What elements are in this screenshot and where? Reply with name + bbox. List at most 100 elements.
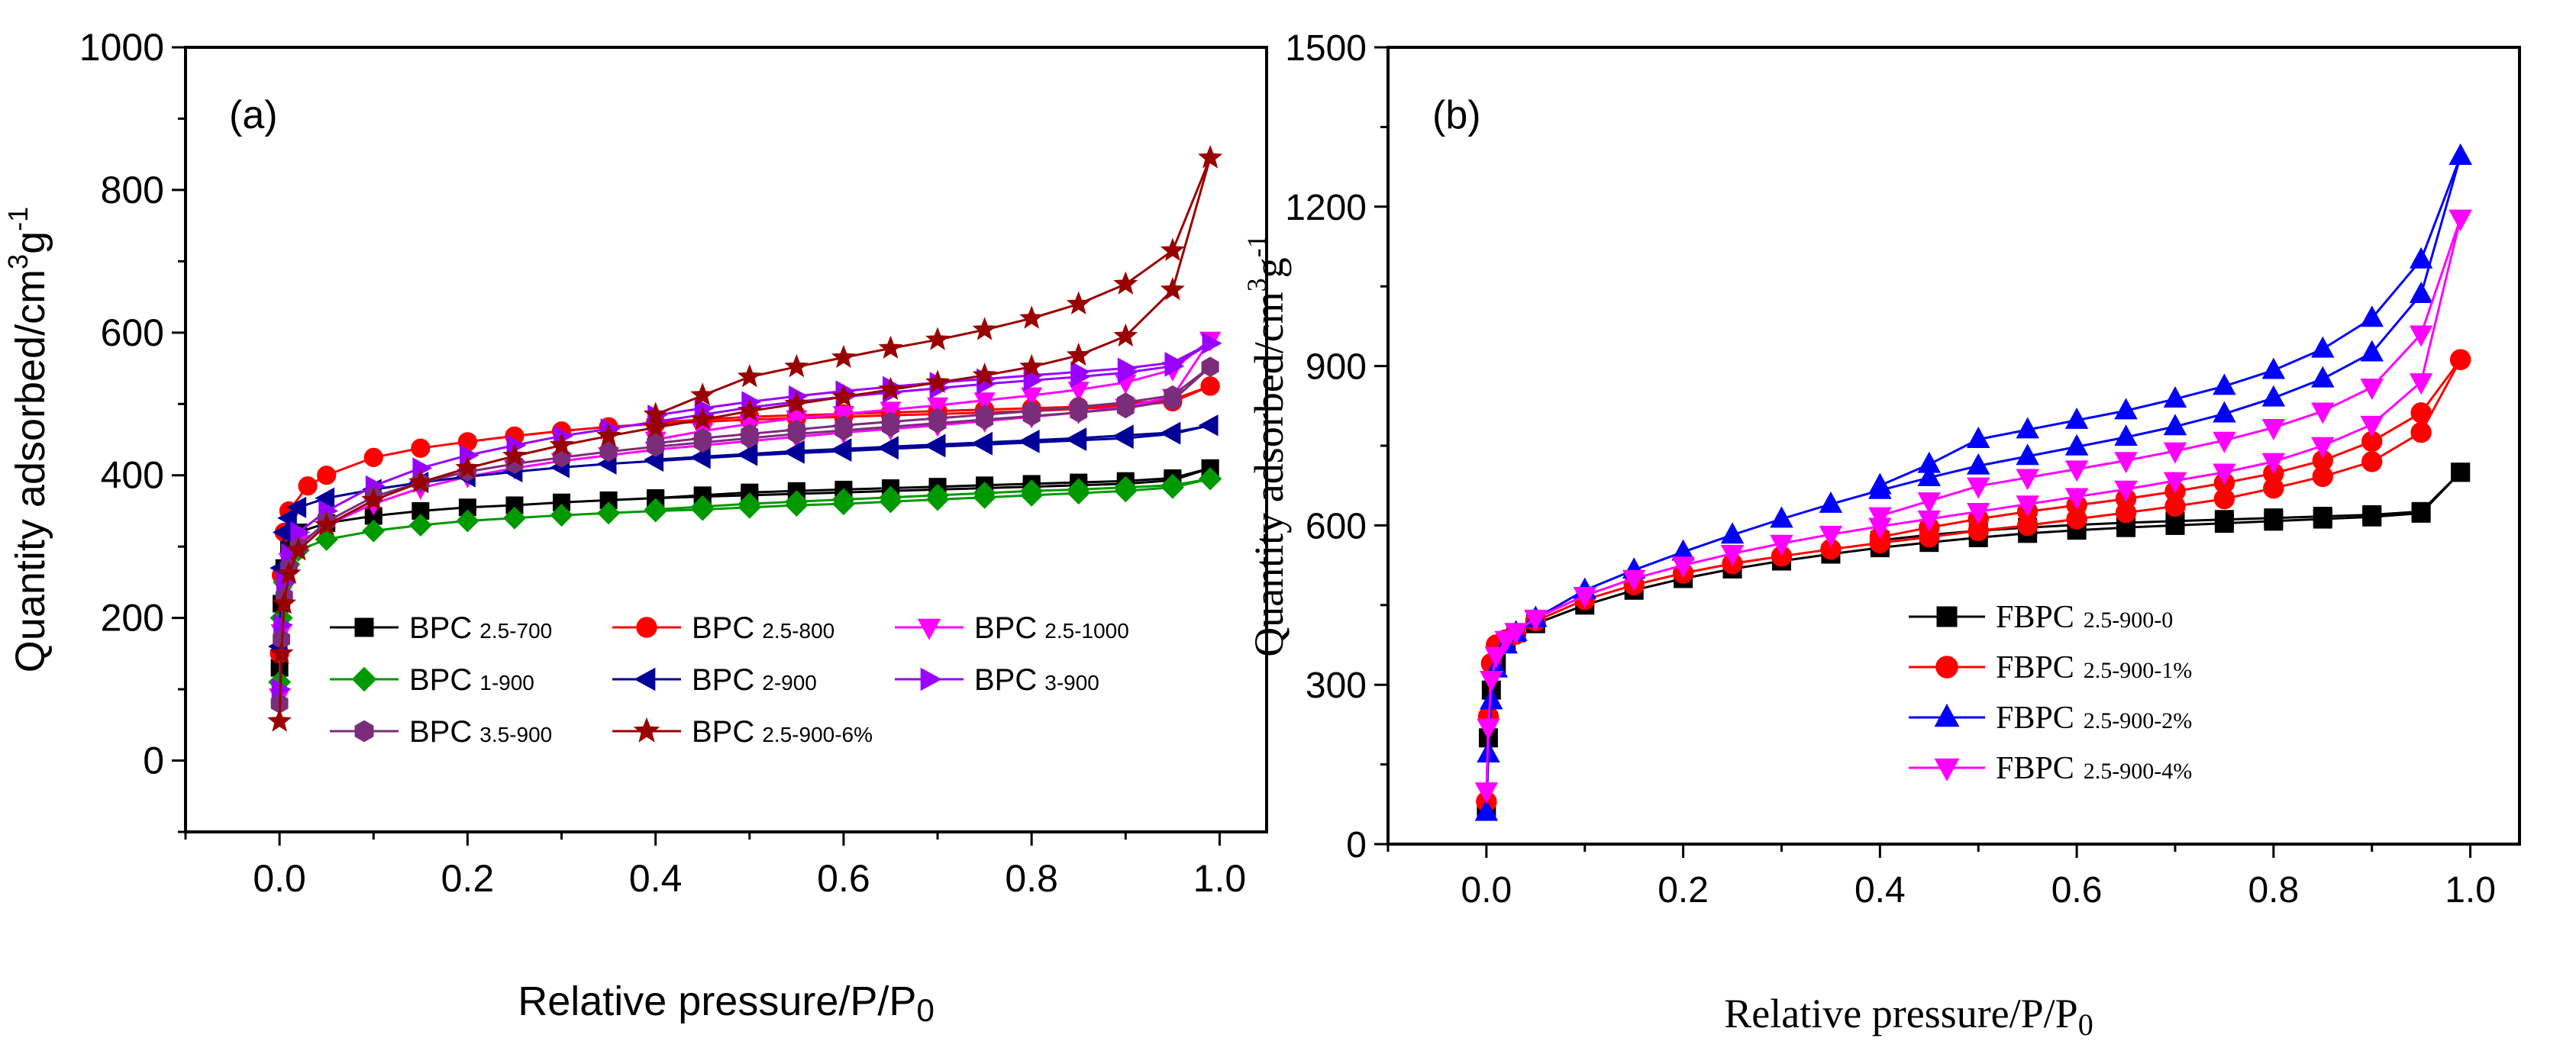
data-point — [2360, 340, 2384, 362]
x-tick-label: 0.0 — [253, 857, 306, 900]
data-point — [2451, 463, 2471, 482]
x-tick-label: 0.4 — [1855, 870, 1906, 911]
panel-b-chart: 0.0 0.2 0.4 0.6 0.8 1.0 0 300 600 900 1200 1500 (b)… — [1241, 28, 2521, 1042]
data-point — [1117, 357, 1138, 379]
data-point — [2214, 510, 2234, 530]
y-tick-label: 400 — [101, 454, 164, 497]
data-point — [784, 353, 809, 378]
data-point — [2311, 366, 2335, 388]
y-tick-label: 1500 — [1285, 28, 1367, 69]
data-point — [2213, 463, 2236, 485]
legend-marker — [354, 617, 374, 637]
data-point — [2448, 143, 2472, 165]
x-tick-label: 1.0 — [2445, 870, 2496, 911]
data-point — [1474, 799, 1499, 821]
data-point — [1022, 401, 1041, 421]
legend-marker — [920, 667, 942, 691]
data-point — [2163, 414, 2187, 436]
data-point — [2114, 452, 2138, 474]
data-point — [298, 476, 318, 496]
data-point — [927, 397, 949, 417]
panel-b-ticks: 0.0 0.2 0.4 0.6 0.8 1.0 0 300 600 900 1200 1500 — [1285, 28, 2496, 911]
data-point — [1198, 414, 1219, 437]
data-point — [597, 501, 621, 525]
legend-marker — [354, 720, 374, 743]
data-point — [1770, 534, 1793, 556]
data-point — [2360, 305, 2384, 327]
data-point — [2261, 453, 2286, 475]
data-point — [925, 434, 946, 456]
data-point — [1160, 473, 1184, 497]
data-point — [880, 401, 902, 422]
legend-item: BPC 2-900 — [612, 663, 817, 697]
data-point — [2361, 451, 2383, 472]
data-point — [1113, 323, 1138, 347]
data-point — [1480, 670, 1503, 692]
data-point — [2114, 424, 2138, 446]
x-tick-label: 0.2 — [1658, 870, 1709, 911]
data-point — [693, 427, 712, 449]
data-point — [2409, 247, 2433, 269]
data-point — [831, 344, 856, 369]
y-tick-label: 1200 — [1285, 188, 1367, 228]
data-point — [1066, 342, 1091, 366]
data-point — [1573, 586, 1596, 608]
data-point — [831, 488, 855, 511]
panel-a-series-layer — [267, 145, 1223, 732]
data-point — [317, 466, 337, 485]
data-point — [647, 433, 665, 453]
data-point — [2409, 281, 2433, 303]
data-point — [878, 335, 903, 359]
data-point — [2213, 431, 2236, 453]
data-point — [785, 440, 805, 462]
legend-label: FBPC 2.5-900-0 — [1996, 600, 2173, 635]
data-point — [272, 591, 297, 614]
x-tick-label: 0.6 — [817, 857, 870, 900]
data-point — [1160, 276, 1185, 301]
legend-item: FBPC 2.5-900-4% — [1909, 751, 2192, 786]
data-point — [2064, 460, 2089, 482]
data-point — [785, 490, 809, 514]
legend-marker — [634, 667, 656, 691]
panel-a-ticks: 0.0 0.2 0.4 0.6 0.8 1.0 0 200 400 600 800 1000 — [79, 26, 1246, 900]
data-point — [1070, 361, 1091, 383]
data-point — [1066, 291, 1091, 315]
data-point — [1480, 688, 1503, 710]
legend-label: BPC 2.5-1000 — [974, 611, 1129, 645]
legend-marker — [1935, 656, 1958, 678]
data-point — [1484, 646, 1508, 669]
data-point — [879, 485, 902, 509]
legend-item: BPC 2.5-1000 — [895, 611, 1129, 645]
data-point — [2114, 398, 2138, 420]
data-point — [286, 496, 307, 518]
legend-item: BPC 1-900 — [330, 663, 534, 697]
legend-item: BPC 3-900 — [895, 663, 1099, 697]
panel-b-series-layer — [1474, 143, 2472, 821]
data-point — [2163, 472, 2187, 494]
legend-label: FBPC 2.5-900-1% — [1996, 650, 2192, 685]
data-point — [363, 447, 383, 467]
data-point — [550, 504, 573, 527]
data-point — [972, 317, 997, 340]
data-point — [690, 407, 715, 430]
data-point — [2114, 480, 2138, 502]
series-fbpc-2-5-900-4- — [1474, 209, 2472, 804]
data-point — [2360, 415, 2384, 437]
data-point — [1917, 451, 1942, 473]
series-bpc-1-900 — [268, 467, 1222, 694]
data-point — [878, 376, 903, 401]
legend-label: BPC 2.5-900-6% — [692, 715, 873, 749]
legend-item: BPC 3.5-900 — [330, 715, 552, 749]
data-point — [2016, 417, 2039, 439]
data-point — [269, 640, 294, 664]
legend-item: FBPC 2.5-900-0 — [1909, 600, 2173, 635]
data-point — [502, 506, 526, 530]
data-point — [2448, 209, 2472, 231]
y-tick-label: 900 — [1306, 347, 1367, 388]
data-point — [456, 509, 479, 533]
data-point — [1198, 145, 1223, 169]
data-point — [787, 419, 805, 440]
data-point — [2311, 336, 2335, 358]
data-point — [1868, 507, 1892, 529]
data-point — [2261, 385, 2286, 407]
